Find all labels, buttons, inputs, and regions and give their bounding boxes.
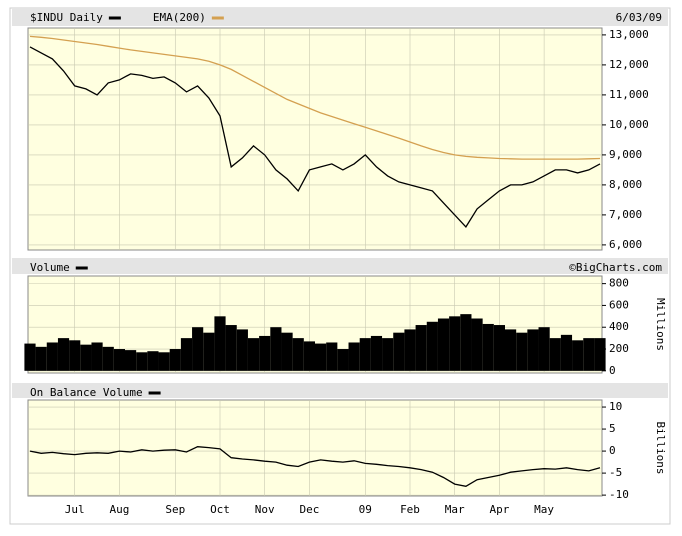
volume-bar xyxy=(169,349,181,371)
volume-bar xyxy=(236,329,248,371)
y-tick-label: 6,000 xyxy=(609,238,642,251)
y-tick-label: 400 xyxy=(609,320,629,333)
volume-bar xyxy=(203,332,215,371)
volume-bar xyxy=(527,329,539,371)
y-tick-label: 11,000 xyxy=(609,88,649,101)
volume-bar xyxy=(505,329,517,371)
x-tick-label: Feb xyxy=(400,503,420,516)
volume-bar xyxy=(292,338,304,371)
volume-bar xyxy=(102,346,114,371)
x-tick-label: May xyxy=(534,503,554,516)
volume-bar xyxy=(69,340,81,371)
panel-header xyxy=(12,258,668,274)
volume-bar xyxy=(147,351,159,371)
volume-bar xyxy=(57,338,70,371)
legend-label: EMA(200) xyxy=(153,11,206,24)
volume-bar xyxy=(583,338,595,371)
x-tick-label: Mar xyxy=(445,503,465,516)
volume-bar xyxy=(348,342,360,371)
x-tick-label: Oct xyxy=(210,503,230,516)
volume-bar xyxy=(549,338,561,371)
volume-bar xyxy=(46,342,58,371)
volume-bar xyxy=(214,316,226,371)
volume-bar xyxy=(449,316,461,371)
legend-label: $INDU Daily xyxy=(30,11,103,24)
panel-header xyxy=(12,383,668,398)
plot-area xyxy=(27,27,603,251)
y-tick-label: 7,000 xyxy=(609,208,642,221)
volume-bar xyxy=(594,338,606,371)
y-tick-label: 200 xyxy=(609,342,629,355)
y-tick-label: 0 xyxy=(609,444,616,457)
volume-bar xyxy=(259,335,271,371)
volume-bar xyxy=(337,349,349,371)
x-tick-label: Nov xyxy=(255,503,275,516)
annotation: 6/03/09 xyxy=(616,11,662,24)
y-tick-label: 13,000 xyxy=(609,28,649,41)
volume-bar xyxy=(516,332,528,371)
y-tick-label: 600 xyxy=(609,298,629,311)
volume-bar xyxy=(225,325,237,371)
x-tick-label: Aug xyxy=(109,503,129,516)
volume-bar xyxy=(326,342,338,371)
x-tick-label: 09 xyxy=(359,503,372,516)
volume-bar xyxy=(113,349,125,371)
volume-bar xyxy=(370,335,383,371)
y-tick-label: 8,000 xyxy=(609,178,642,191)
volume-bar xyxy=(136,352,148,371)
panel-header xyxy=(12,8,668,26)
volume-bar xyxy=(359,338,371,371)
y-tick-label: 10 xyxy=(609,400,622,413)
y-axis-label: Millions xyxy=(654,298,667,351)
y-axis-label: Billions xyxy=(654,422,667,475)
legend-label: Volume xyxy=(30,261,70,274)
volume-bar xyxy=(471,318,483,371)
series-line xyxy=(29,46,601,228)
volume-bar xyxy=(270,327,282,371)
volume-bar xyxy=(482,323,494,371)
volume-bar xyxy=(80,344,92,371)
series-line xyxy=(29,35,601,160)
x-tick-label: Jul xyxy=(65,503,85,516)
volume-bar xyxy=(538,327,550,371)
volume-bar xyxy=(315,343,327,371)
y-tick-label: 10,000 xyxy=(609,118,649,131)
x-tick-label: Dec xyxy=(299,503,319,516)
volume-bar xyxy=(35,346,47,371)
volume-bar xyxy=(572,340,584,371)
legend-label: On Balance Volume xyxy=(30,386,143,399)
volume-bar xyxy=(560,334,573,371)
x-tick-label: Apr xyxy=(489,503,509,516)
annotation: ©BigCharts.com xyxy=(569,261,662,274)
y-tick-label: 12,000 xyxy=(609,58,649,71)
volume-bar xyxy=(158,352,170,371)
volume-bar xyxy=(493,325,505,371)
volume-bar xyxy=(192,327,204,371)
series-line xyxy=(29,446,601,487)
y-tick-label: -10 xyxy=(609,488,629,501)
x-tick-label: Sep xyxy=(165,503,185,516)
y-tick-label: 5 xyxy=(609,422,616,435)
y-tick-label: -5 xyxy=(609,466,622,479)
volume-bar xyxy=(460,314,472,371)
volume-bar xyxy=(415,325,427,371)
volume-bar xyxy=(404,329,416,371)
volume-bar xyxy=(281,332,293,371)
volume-bar xyxy=(426,321,438,371)
volume-bar xyxy=(382,338,394,371)
volume-bar xyxy=(180,338,193,371)
volume-bar xyxy=(125,350,137,371)
y-tick-label: 0 xyxy=(609,364,616,377)
volume-bar xyxy=(393,332,405,371)
volume-bar xyxy=(24,343,36,371)
volume-bar xyxy=(91,342,103,371)
y-tick-label: 9,000 xyxy=(609,148,642,161)
y-tick-label: 800 xyxy=(609,277,629,290)
plot-area xyxy=(27,399,603,497)
volume-bar xyxy=(303,341,315,371)
volume-bar xyxy=(247,338,260,371)
volume-bar xyxy=(437,318,450,371)
